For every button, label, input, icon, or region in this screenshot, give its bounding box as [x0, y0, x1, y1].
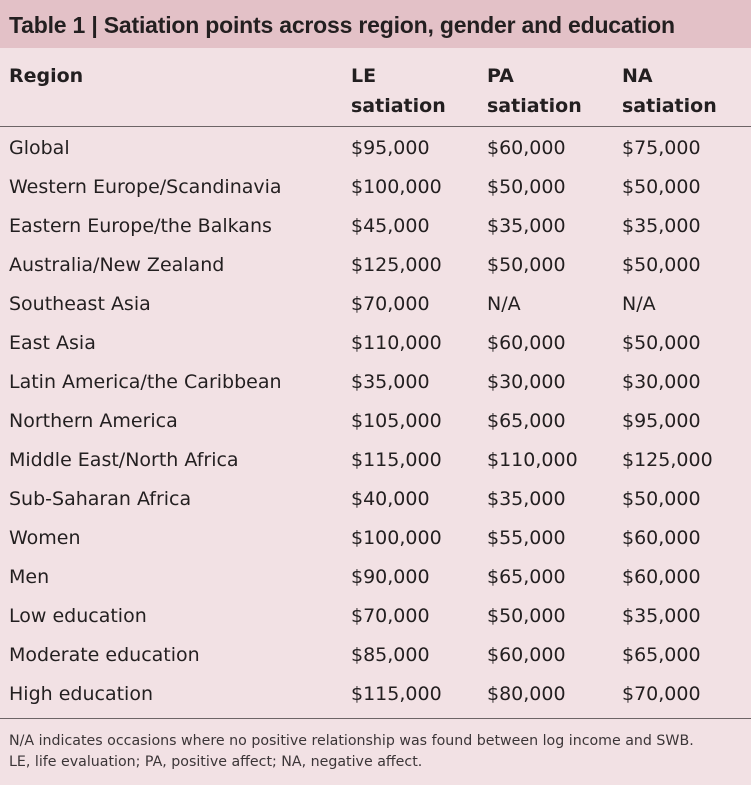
cell-na: $35,000	[622, 605, 701, 627]
cell-pa: $30,000	[487, 371, 566, 393]
cell-region: Western Europe/Scandinavia	[9, 176, 282, 198]
cell-pa: $65,000	[487, 410, 566, 432]
cell-le: $115,000	[351, 683, 442, 705]
header-pa-line1: PA	[487, 65, 514, 87]
cell-pa: $60,000	[487, 137, 566, 159]
cell-na: $95,000	[622, 410, 701, 432]
cell-na: $35,000	[622, 215, 701, 237]
cell-na: $30,000	[622, 371, 701, 393]
cell-pa: $35,000	[487, 488, 566, 510]
cell-na: N/A	[622, 293, 656, 315]
cell-le: $70,000	[351, 293, 430, 315]
header-pa-line2: satiation	[487, 95, 582, 117]
header-le-line2: satiation	[351, 95, 446, 117]
cell-le: $110,000	[351, 332, 442, 354]
cell-pa: $60,000	[487, 644, 566, 666]
cell-na: $50,000	[622, 488, 701, 510]
cell-le: $115,000	[351, 449, 442, 471]
footnote-line: N/A indicates occasions where no positiv…	[9, 733, 694, 749]
table-footnote: N/A indicates occasions where no positiv…	[9, 731, 694, 773]
cell-region: Northern America	[9, 410, 178, 432]
cell-region: Eastern Europe/the Balkans	[9, 215, 272, 237]
cell-pa: $50,000	[487, 176, 566, 198]
bottom-rule	[0, 718, 751, 719]
cell-region: Sub-Saharan Africa	[9, 488, 192, 510]
cell-na: $125,000	[622, 449, 713, 471]
cell-na: $60,000	[622, 566, 701, 588]
cell-le: $70,000	[351, 605, 430, 627]
cell-pa: $65,000	[487, 566, 566, 588]
cell-na: $50,000	[622, 332, 701, 354]
cell-le: $125,000	[351, 254, 442, 276]
title-bar	[0, 0, 751, 48]
cell-region: High education	[9, 683, 153, 705]
header-na-line1: NA	[622, 65, 653, 87]
cell-pa: $55,000	[487, 527, 566, 549]
cell-region: Southeast Asia	[9, 293, 151, 315]
cell-na: $60,000	[622, 527, 701, 549]
cell-le: $90,000	[351, 566, 430, 588]
cell-region: Global	[9, 137, 70, 159]
cell-region: Men	[9, 566, 50, 588]
cell-na: $75,000	[622, 137, 701, 159]
cell-region: Women	[9, 527, 81, 549]
cell-region: Moderate education	[9, 644, 200, 666]
cell-region: East Asia	[9, 332, 96, 354]
cell-le: $100,000	[351, 527, 442, 549]
cell-region: Low education	[9, 605, 147, 627]
cell-pa: $60,000	[487, 332, 566, 354]
cell-na: $50,000	[622, 254, 701, 276]
cell-le: $45,000	[351, 215, 430, 237]
cell-pa: $50,000	[487, 254, 566, 276]
cell-le: $40,000	[351, 488, 430, 510]
cell-pa: $50,000	[487, 605, 566, 627]
cell-region: Australia/New Zealand	[9, 254, 225, 276]
cell-region: Middle East/North Africa	[9, 449, 239, 471]
cell-le: $85,000	[351, 644, 430, 666]
cell-pa: $110,000	[487, 449, 578, 471]
cell-pa: N/A	[487, 293, 521, 315]
cell-le: $100,000	[351, 176, 442, 198]
header-rule	[0, 126, 751, 127]
cell-region: Latin America/the Caribbean	[9, 371, 282, 393]
header-region: Region	[9, 65, 84, 87]
cell-pa: $35,000	[487, 215, 566, 237]
cell-na: $50,000	[622, 176, 701, 198]
cell-le: $105,000	[351, 410, 442, 432]
cell-le: $95,000	[351, 137, 430, 159]
header-le-line1: LE	[351, 65, 377, 87]
cell-na: $65,000	[622, 644, 701, 666]
cell-na: $70,000	[622, 683, 701, 705]
footnote-line: LE, life evaluation; PA, positive affect…	[9, 754, 423, 770]
table-title: Table 1 | Satiation points across region…	[9, 12, 675, 38]
cell-le: $35,000	[351, 371, 430, 393]
cell-pa: $80,000	[487, 683, 566, 705]
header-na-line2: satiation	[622, 95, 717, 117]
